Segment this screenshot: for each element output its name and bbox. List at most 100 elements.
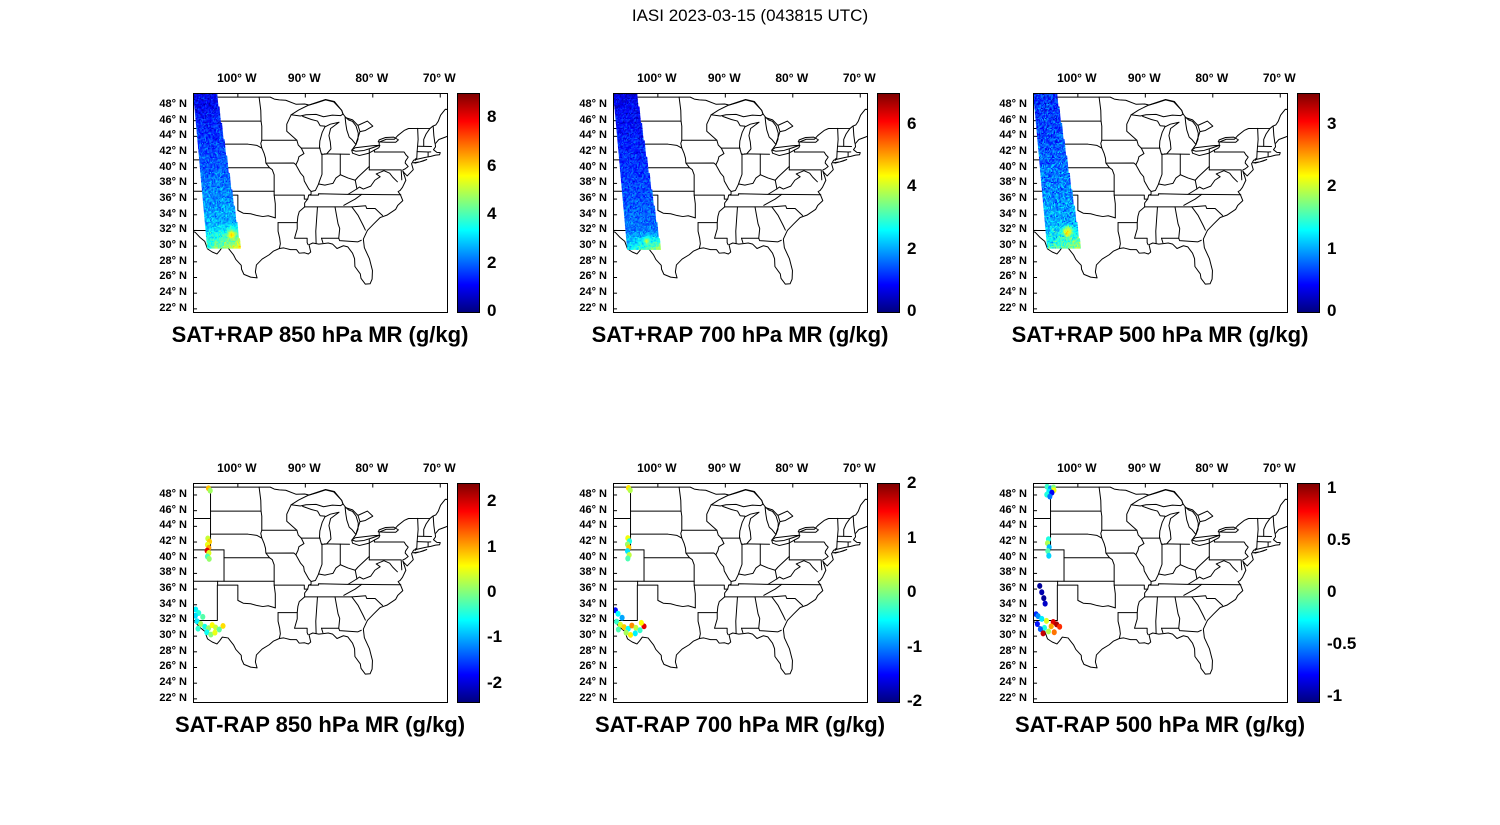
latitude-axis: 48° N 46° N 44° N 42° N 40° N 38° N 36° N 34° N…: [967, 93, 1027, 314]
colorbar-tick-label: 0: [1327, 582, 1337, 601]
lat-tick-label: 38° N: [159, 176, 187, 189]
lat-tick-label: 30° N: [999, 239, 1027, 252]
lat-tick-label: 30° N: [579, 239, 607, 252]
colorbar: [1297, 483, 1320, 703]
latitude-axis: 48° N 46° N 44° N 42° N 40° N 38° N 36° N 34° N…: [127, 483, 187, 704]
lat-tick-label: 24° N: [999, 286, 1027, 299]
lat-tick-label: 28° N: [999, 644, 1027, 657]
lat-tick-label: 34° N: [999, 207, 1027, 220]
lat-tick-label: 34° N: [999, 597, 1027, 610]
colorbar-axis: 0 2 4 6 8: [487, 93, 539, 320]
lat-tick-label: 44° N: [999, 519, 1027, 532]
lat-tick-label: 44° N: [999, 129, 1027, 142]
lon-tick-label: 80° W: [355, 461, 389, 475]
colorbar-tick-label: 2: [907, 238, 917, 258]
lat-tick-label: 22° N: [159, 691, 187, 704]
colorbar-tick-label: 0: [907, 582, 917, 601]
lat-tick-label: 38° N: [159, 566, 187, 579]
lat-tick-label: 44° N: [159, 129, 187, 142]
lon-tick-label: 100° W: [1057, 71, 1097, 85]
lat-tick-label: 42° N: [999, 145, 1027, 158]
colorbar-tick-label: 0.5: [1327, 530, 1351, 550]
lat-tick-label: 32° N: [999, 223, 1027, 236]
colorbar-tick-label: 0: [1327, 301, 1337, 320]
colorbar-tick-label: -1: [907, 636, 923, 656]
lat-tick-label: 36° N: [579, 192, 607, 205]
lat-tick-label: 30° N: [159, 629, 187, 642]
panel-title: SAT+RAP 850 hPa MR (g/kg): [171, 322, 469, 347]
lat-tick-label: 28° N: [159, 644, 187, 657]
lat-tick-label: 48° N: [999, 487, 1027, 500]
lon-tick-label: 90° W: [1127, 461, 1161, 475]
lat-tick-label: 28° N: [579, 644, 607, 657]
panel-sat-plus-rap-500: 100° W 90° W 80° W 70° W 48° N 46° N 44° N 42°…: [999, 71, 1373, 353]
us-map-svg: [1034, 484, 1287, 702]
us-map-svg: [614, 94, 867, 312]
colorbar: [457, 93, 480, 313]
map-canvas: [193, 483, 448, 703]
lat-tick-label: 30° N: [159, 239, 187, 252]
map-canvas: [613, 483, 868, 703]
colorbar: [877, 483, 900, 703]
map-canvas: [613, 93, 868, 313]
lon-tick-label: 80° W: [775, 461, 809, 475]
lat-tick-label: 24° N: [579, 676, 607, 689]
colorbar-axis: 0 1 2 3: [1327, 93, 1379, 320]
lat-tick-label: 42° N: [999, 535, 1027, 548]
lon-tick-label: 80° W: [1195, 71, 1229, 85]
lat-tick-label: 46° N: [159, 503, 187, 516]
lat-tick-label: 28° N: [579, 254, 607, 267]
colorbar-tick-label: 1: [1327, 478, 1337, 498]
lat-tick-label: 46° N: [999, 503, 1027, 516]
panel-sat-plus-rap-850: 100° W 90° W 80° W 70° W 48° N 46° N 44° N 42°…: [159, 71, 533, 353]
colorbar-tick-label: 1: [907, 527, 917, 547]
panel-sat-minus-rap-700: 100° W 90° W 80° W 70° W 48° N 46° N 44° N 42°…: [579, 461, 953, 743]
lat-tick-label: 42° N: [159, 535, 187, 548]
lat-tick-label: 46° N: [579, 113, 607, 126]
lon-tick-label: 80° W: [775, 71, 809, 85]
panel-title: SAT-RAP 500 hPa MR (g/kg): [1014, 712, 1306, 737]
colorbar-tick-label: 4: [907, 176, 917, 196]
satellite-swath-data: [1034, 94, 1081, 249]
colorbar-tick-label: 2: [487, 491, 497, 511]
lat-tick-label: 22° N: [579, 691, 607, 704]
colorbar-tick-label: 1: [1327, 238, 1337, 258]
map-canvas: [1033, 483, 1288, 703]
lat-tick-label: 40° N: [579, 550, 607, 563]
lat-tick-label: 30° N: [579, 629, 607, 642]
lat-tick-label: 34° N: [579, 207, 607, 220]
lat-tick-label: 48° N: [579, 487, 607, 500]
lat-tick-label: 28° N: [159, 254, 187, 267]
satellite-swath-data: [194, 94, 241, 249]
longitude-axis: 100° W 90° W 80° W 70° W: [1033, 71, 1296, 87]
lat-tick-label: 46° N: [579, 503, 607, 516]
colorbar: [1297, 93, 1320, 313]
lon-tick-label: 70° W: [842, 71, 876, 85]
lat-tick-label: 30° N: [999, 629, 1027, 642]
panel-sat-minus-rap-500: 100° W 90° W 80° W 70° W 48° N 46° N 44° N 42°…: [999, 461, 1373, 743]
lat-tick-label: 32° N: [999, 613, 1027, 626]
lon-tick-label: 100° W: [217, 461, 257, 475]
lat-tick-label: 44° N: [159, 519, 187, 532]
lat-tick-label: 26° N: [999, 660, 1027, 673]
panel-title: SAT+RAP 700 hPa MR (g/kg): [591, 322, 889, 347]
lon-tick-label: 80° W: [355, 71, 389, 85]
colorbar-tick-label: 2: [1327, 176, 1337, 196]
lat-tick-label: 44° N: [579, 519, 607, 532]
colorbar-axis: 0 2 4 6: [907, 93, 959, 320]
latitude-axis: 48° N 46° N 44° N 42° N 40° N 38° N 36° N 34° N…: [547, 483, 607, 704]
panel-sat-minus-rap-850: 100° W 90° W 80° W 70° W 48° N 46° N 44° N 42°…: [159, 461, 533, 743]
lat-tick-label: 40° N: [579, 160, 607, 173]
lon-tick-label: 90° W: [707, 71, 741, 85]
lat-tick-label: 36° N: [999, 192, 1027, 205]
lat-tick-label: 48° N: [579, 97, 607, 110]
lon-tick-label: 70° W: [422, 461, 456, 475]
us-map-svg: [194, 94, 447, 312]
lat-tick-label: 28° N: [999, 254, 1027, 267]
colorbar: [457, 483, 480, 703]
lon-tick-label: 90° W: [1127, 71, 1161, 85]
lat-tick-label: 26° N: [999, 270, 1027, 283]
lat-tick-label: 34° N: [159, 207, 187, 220]
lat-tick-label: 36° N: [999, 582, 1027, 595]
lon-tick-label: 70° W: [1262, 461, 1296, 475]
